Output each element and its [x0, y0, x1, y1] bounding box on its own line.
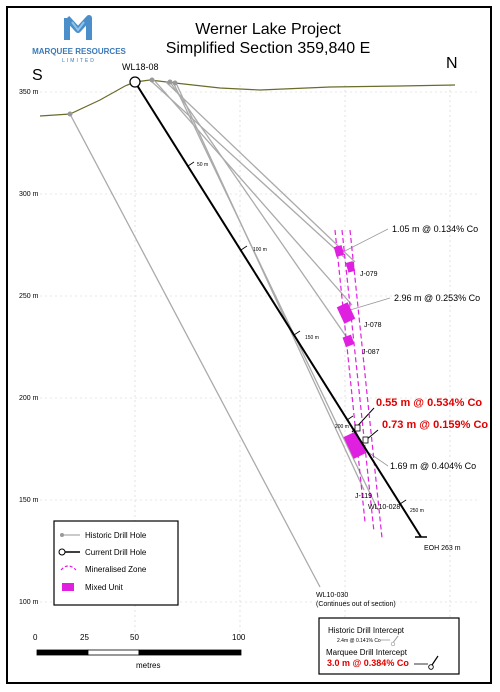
legend-historic-label: Historic Drill Hole [85, 531, 147, 540]
south-label: S [32, 67, 43, 84]
topography-line [39, 79, 456, 117]
intercept-4: 0.73 m @ 0.159% Co [382, 419, 488, 431]
scale-bar [36, 649, 242, 656]
hole-note-wl10-030: (Continues out of section) [316, 601, 396, 608]
intercept-2: 2.96 m @ 0.253% Co [394, 293, 480, 303]
depth-200: 200 m [335, 424, 349, 430]
hole-label-j087: J-087 [362, 349, 380, 356]
legend-historic-symbol [60, 533, 80, 537]
intercept-3: 0.55 m @ 0.534% Co [376, 397, 482, 409]
historic-intercept-title: Historic Drill Intercept [328, 626, 405, 635]
scale-tick-0: 0 [33, 633, 38, 642]
elev-150: 150 m [19, 497, 39, 504]
elev-250: 250 m [19, 293, 39, 300]
legend-zone-symbol [60, 565, 77, 571]
hole-label-wl10-030: WL10-030 [316, 592, 348, 599]
elev-350: 350 m [19, 89, 39, 96]
title-line-2: Simplified Section 359,840 E [166, 40, 371, 57]
marquee-logo [64, 15, 92, 40]
depth-50: 50 m [197, 162, 208, 168]
eoh-label: EOH 263 m [424, 545, 461, 552]
legend-current-label: Current Drill Hole [85, 548, 147, 557]
scale-tick-100: 100 [232, 633, 246, 642]
depth-250: 250 m [410, 508, 424, 514]
hole-label-j078: J-078 [364, 322, 382, 329]
hole-label-j079: J-079 [360, 271, 378, 278]
current-hole-label: WL18-08 [122, 62, 159, 72]
elev-100: 100 m [19, 599, 39, 606]
title-line-1: Werner Lake Project [195, 21, 341, 38]
marquee-intercept-title: Marquee Drill Intercept [326, 648, 408, 657]
elevation-grid [40, 85, 480, 640]
depth-150: 150 m [305, 335, 319, 341]
scale-tick-50: 50 [130, 633, 139, 642]
depth-ticks [187, 161, 407, 505]
map-frame [6, 6, 492, 684]
historic-intercept-example: 2.4m @ 0.141% Co [337, 638, 381, 644]
legend-current-symbol [58, 548, 80, 556]
legend-mixed-symbol [62, 583, 74, 591]
marquee-intercept-example: 3.0 m @ 0.384% Co [327, 658, 409, 668]
logo-sub-text: LIMITED [62, 58, 96, 64]
current-drill-hole-trace [134, 81, 422, 538]
intercept-key-box [318, 617, 460, 675]
scale-unit: metres [136, 661, 160, 670]
intercept-5: 1.69 m @ 0.404% Co [390, 461, 476, 471]
marquee-intercept-symbol [414, 655, 439, 670]
north-label: N [446, 55, 458, 72]
scale-tick-25: 25 [80, 633, 89, 642]
intercept-1: 1.05 m @ 0.134% Co [392, 224, 478, 234]
historic-intercept-symbol [380, 635, 399, 647]
current-hole-collar [129, 76, 141, 88]
historic-drill-holes [69, 79, 379, 588]
current-intercept-markers [354, 424, 369, 444]
elev-200: 200 m [19, 395, 39, 402]
hole-label-j119: J-119 [355, 493, 372, 500]
mixed-units [333, 245, 367, 459]
hole-label-wl10-028: WL10-028 [368, 504, 400, 511]
depth-100: 100 m [253, 247, 267, 253]
historic-collars [67, 77, 178, 117]
elev-300: 300 m [19, 191, 39, 198]
logo-company-text: MARQUEE RESOURCES [32, 47, 126, 56]
mineralised-zone [334, 229, 383, 539]
legend-zone-label: Mineralised Zone [85, 565, 147, 574]
legend-mixed-label: Mixed Unit [85, 583, 124, 592]
